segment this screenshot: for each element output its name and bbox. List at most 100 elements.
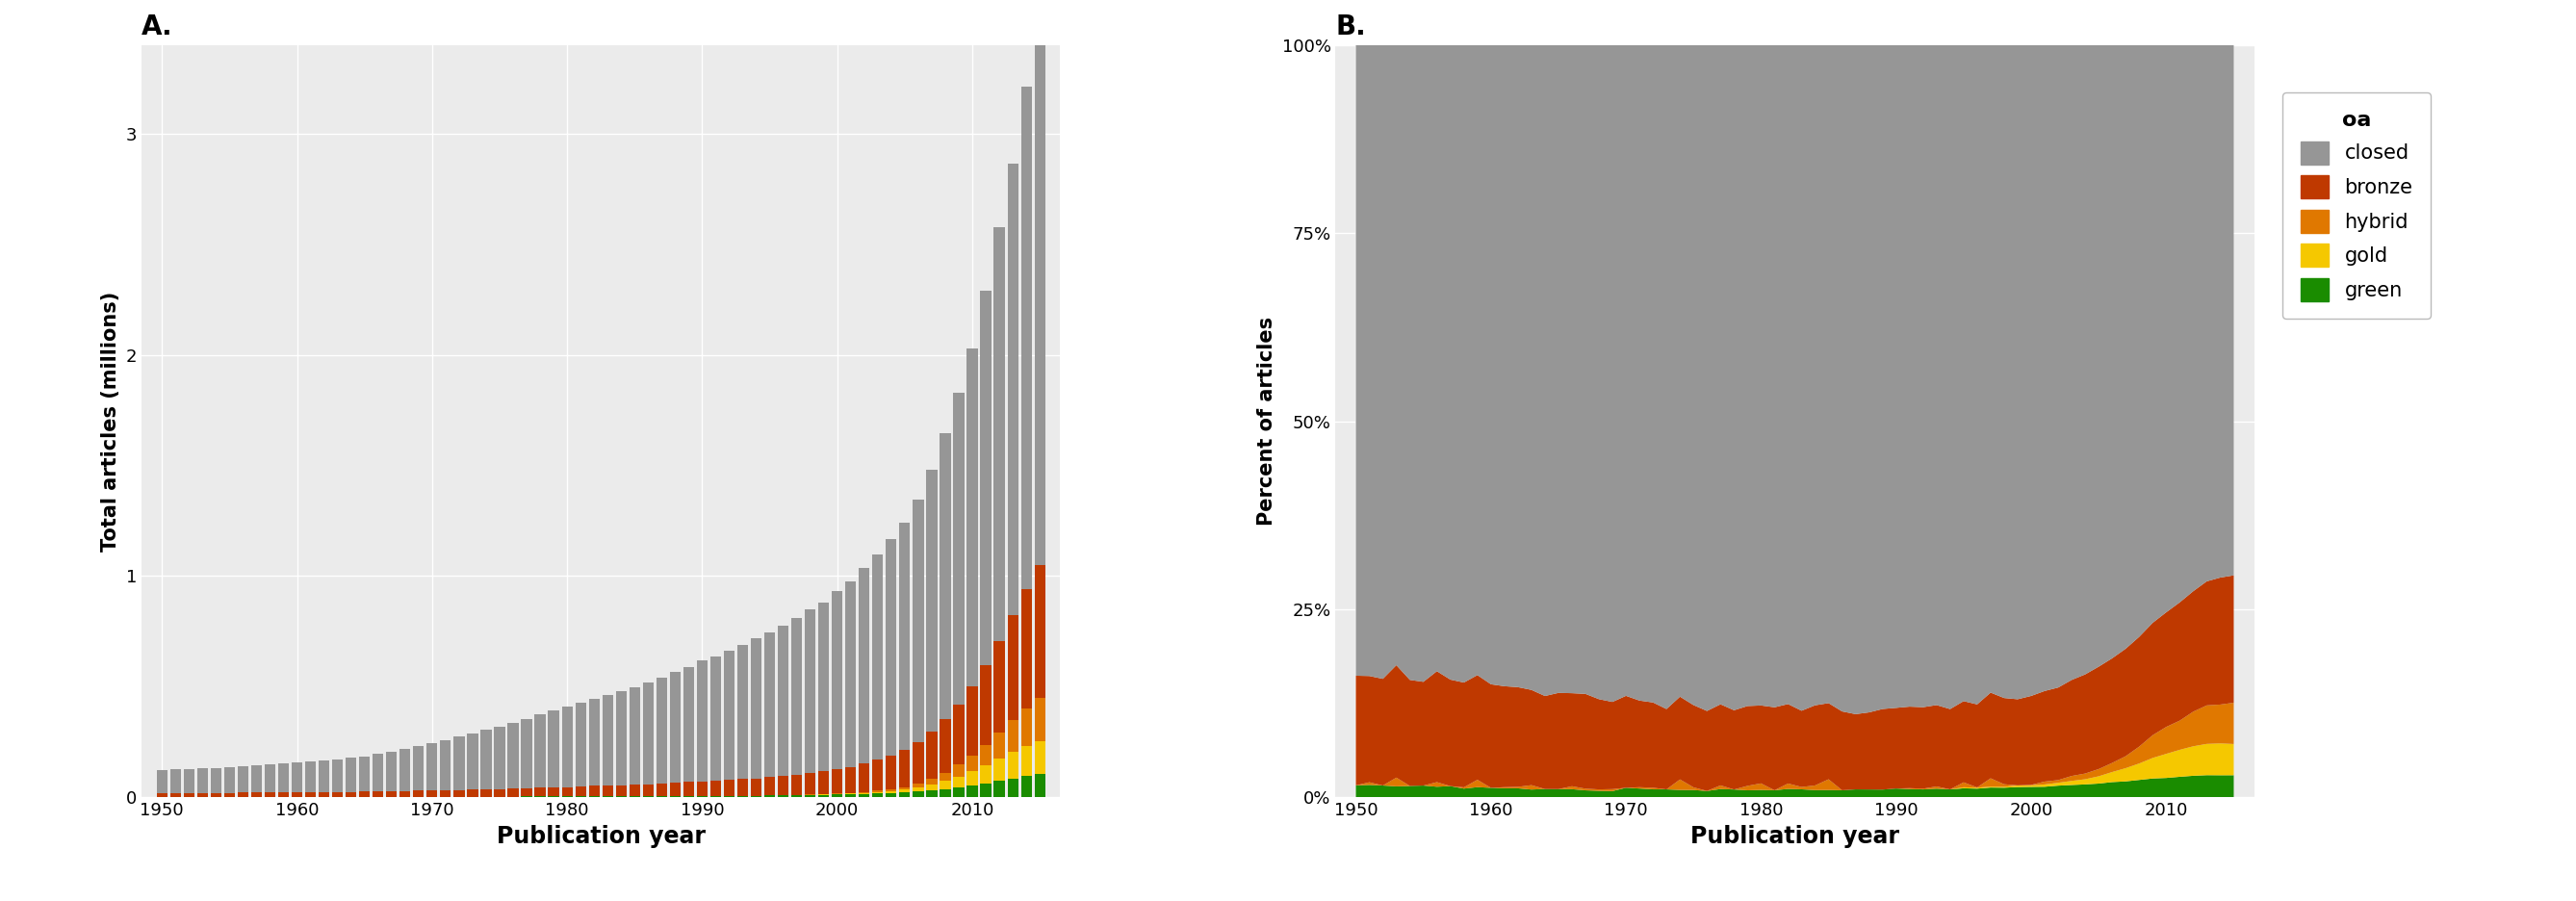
Bar [912, 791, 925, 797]
Bar [590, 786, 600, 796]
Bar [711, 656, 721, 780]
Bar [428, 743, 438, 790]
Bar [670, 796, 680, 797]
Bar [750, 778, 762, 796]
Bar [1007, 615, 1018, 720]
Bar [832, 591, 842, 769]
Bar [616, 691, 626, 785]
Bar [657, 796, 667, 797]
Bar [616, 796, 626, 797]
Bar [899, 789, 909, 792]
Bar [683, 782, 693, 796]
Bar [696, 796, 708, 797]
Bar [211, 793, 222, 797]
Bar [778, 796, 788, 797]
Bar [616, 785, 626, 796]
Bar [1036, 774, 1046, 797]
Bar [981, 745, 992, 765]
Bar [724, 651, 734, 780]
Text: A.: A. [142, 14, 173, 41]
Bar [765, 796, 775, 797]
Bar [374, 754, 384, 791]
Bar [981, 665, 992, 745]
Bar [157, 793, 167, 797]
Bar [940, 789, 951, 797]
Bar [1020, 746, 1033, 776]
Bar [873, 794, 884, 797]
Bar [819, 795, 829, 797]
Bar [912, 742, 925, 784]
Bar [170, 769, 180, 793]
Bar [886, 793, 896, 797]
Bar [791, 618, 801, 775]
Bar [994, 227, 1005, 641]
Bar [549, 710, 559, 787]
Bar [1036, 8, 1046, 566]
Bar [237, 793, 247, 797]
Bar [482, 730, 492, 789]
Bar [927, 469, 938, 732]
Bar [291, 762, 301, 792]
Bar [899, 787, 909, 789]
Bar [670, 672, 680, 783]
Bar [804, 609, 817, 773]
Bar [590, 796, 600, 797]
Bar [899, 750, 909, 787]
Bar [711, 796, 721, 797]
Bar [603, 786, 613, 796]
Bar [778, 776, 788, 795]
Bar [358, 792, 371, 797]
Bar [644, 785, 654, 796]
Bar [278, 792, 289, 797]
Bar [466, 789, 479, 796]
Bar [549, 787, 559, 796]
Bar [224, 767, 234, 793]
Text: B.: B. [1334, 14, 1365, 41]
Bar [886, 756, 896, 789]
Bar [845, 581, 855, 767]
Bar [1036, 698, 1046, 742]
Bar [966, 771, 979, 786]
Bar [536, 714, 546, 787]
Bar [399, 791, 410, 797]
Bar [332, 760, 343, 792]
Bar [670, 783, 680, 796]
Bar [845, 795, 855, 797]
Bar [399, 749, 410, 791]
Bar [981, 291, 992, 665]
Bar [332, 792, 343, 797]
Bar [507, 788, 518, 796]
Bar [724, 796, 734, 797]
Bar [886, 791, 896, 793]
Bar [644, 683, 654, 785]
Bar [250, 766, 263, 793]
Bar [304, 761, 317, 792]
Legend: closed, bronze, hybrid, gold, green: closed, bronze, hybrid, gold, green [2282, 93, 2432, 319]
Bar [940, 781, 951, 789]
Bar [183, 769, 193, 793]
Bar [265, 792, 276, 797]
Bar [940, 433, 951, 720]
Bar [927, 790, 938, 797]
Bar [858, 568, 871, 764]
Bar [912, 784, 925, 787]
Bar [791, 775, 801, 795]
Bar [953, 393, 963, 705]
Bar [912, 787, 925, 791]
Bar [858, 764, 871, 792]
Bar [507, 723, 518, 788]
Bar [1007, 720, 1018, 752]
Y-axis label: Percent of articles: Percent of articles [1257, 317, 1278, 525]
Bar [590, 699, 600, 786]
Bar [574, 703, 585, 787]
Bar [804, 795, 817, 797]
Bar [927, 778, 938, 785]
Bar [1036, 566, 1046, 698]
X-axis label: Publication year: Publication year [497, 824, 706, 848]
Bar [765, 633, 775, 777]
Bar [265, 764, 276, 792]
Bar [873, 792, 884, 794]
Bar [574, 787, 585, 796]
Bar [981, 784, 992, 797]
Bar [440, 740, 451, 790]
